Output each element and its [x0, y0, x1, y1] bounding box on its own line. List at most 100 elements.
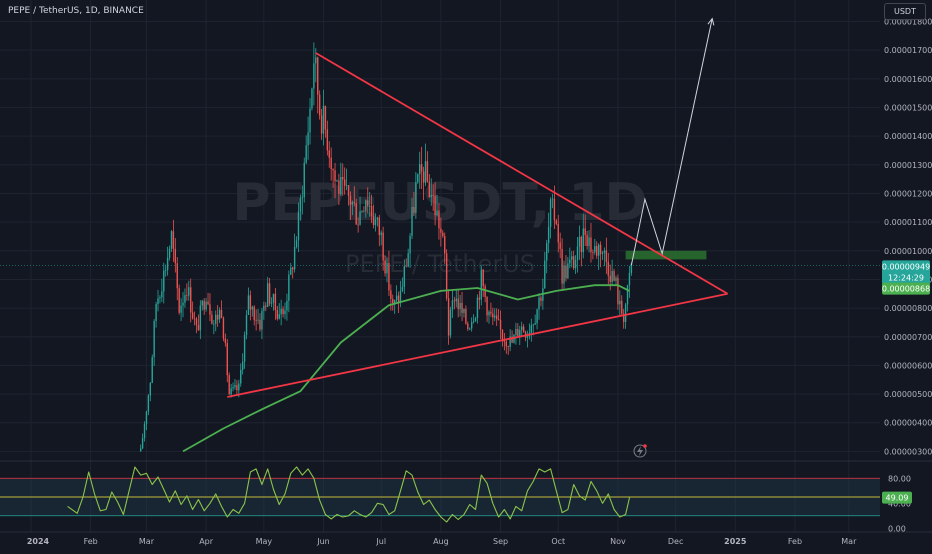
- time-tick-label: Oct: [551, 537, 565, 546]
- price-tick-label: 0.00001400: [884, 132, 932, 141]
- candle-body: [236, 385, 238, 391]
- candle-body: [596, 246, 598, 256]
- candle-body: [586, 235, 588, 247]
- candle-body: [395, 295, 398, 300]
- candle-body: [170, 231, 173, 249]
- price-tick-label: 0.00000300: [884, 447, 932, 456]
- currency-button[interactable]: USDT: [884, 3, 926, 20]
- flash-icon-ring: [633, 444, 647, 458]
- candle-body: [565, 265, 567, 279]
- candle-body: [255, 320, 257, 321]
- candle-body: [139, 448, 142, 452]
- candle-body: [309, 108, 311, 133]
- candle-body: [415, 182, 417, 213]
- candle-body: [624, 304, 627, 322]
- candle-body: [588, 237, 590, 247]
- candle-body: [546, 243, 548, 261]
- candle-body: [413, 206, 415, 213]
- candle-body: [594, 246, 596, 253]
- candle-body: [374, 219, 377, 226]
- time-tick-label: Nov: [610, 537, 626, 546]
- candle-body: [509, 336, 511, 348]
- candle-body: [467, 323, 469, 329]
- price-tick-label: 0.00001300: [884, 161, 932, 170]
- candle-body: [488, 311, 490, 316]
- candle-body: [266, 283, 269, 307]
- price-tick-label: 0.00000700: [884, 333, 932, 342]
- candle-body: [326, 129, 329, 151]
- candle-body: [342, 177, 344, 180]
- candle-body: [220, 309, 223, 318]
- candle-body: [359, 211, 361, 225]
- price-tick-label: 0.00000500: [884, 390, 932, 399]
- candle-body: [447, 298, 450, 336]
- candle-body: [557, 223, 559, 243]
- candle-body: [174, 248, 177, 264]
- candle-body: [268, 283, 271, 304]
- candle-body: [549, 199, 552, 227]
- oscillator-tick-label: 40.00: [888, 499, 911, 508]
- candle-body: [278, 314, 280, 319]
- oscillator-value-badge: [882, 491, 912, 504]
- candle-body: [166, 257, 169, 270]
- candle-body: [222, 317, 225, 339]
- countdown-label: 12:24:29: [888, 273, 924, 282]
- candle-body: [386, 263, 388, 274]
- candle-body: [186, 295, 188, 296]
- candle-body: [286, 300, 288, 311]
- candle-body: [203, 300, 205, 310]
- candle-body: [247, 295, 250, 316]
- candle-body: [424, 161, 427, 183]
- candle-body: [347, 185, 350, 196]
- time-tick-label: Feb: [788, 537, 802, 546]
- candle-body: [428, 181, 431, 198]
- candle-body: [293, 246, 296, 270]
- candle-body: [251, 306, 253, 310]
- candle-body: [163, 270, 165, 292]
- candle-body: [301, 197, 304, 199]
- candle-body: [157, 298, 159, 305]
- candle-body: [338, 180, 340, 195]
- candle-body: [232, 387, 234, 389]
- candle-body: [399, 290, 402, 303]
- candle-body: [469, 328, 471, 330]
- candle-body: [555, 220, 558, 224]
- candle-body: [451, 300, 454, 310]
- candle-body: [551, 198, 554, 200]
- flash-icon: [633, 444, 647, 458]
- candle-body: [455, 298, 457, 302]
- candle-body: [159, 297, 161, 299]
- candle-body: [517, 329, 519, 337]
- candle-body: [559, 242, 561, 249]
- candle-body: [393, 299, 396, 304]
- candle-body: [561, 248, 563, 284]
- candle-body: [463, 308, 465, 313]
- price-tick-label: 0.00001000: [884, 247, 932, 256]
- candle-body: [353, 202, 355, 204]
- candle-body: [613, 271, 615, 281]
- candle-body: [453, 300, 456, 302]
- candle-body: [540, 297, 542, 301]
- candle-body: [499, 320, 502, 330]
- candle-body: [478, 297, 481, 300]
- candle-body: [147, 395, 150, 412]
- candle-body: [461, 302, 463, 313]
- candle-body: [578, 236, 581, 247]
- candle-body: [276, 310, 279, 319]
- candle-body: [161, 291, 163, 298]
- candle-body: [238, 383, 240, 391]
- triangle-lower-line: [227, 292, 728, 398]
- candle-body: [355, 203, 357, 225]
- candle-body: [182, 302, 184, 306]
- candle-body: [378, 217, 380, 236]
- candle-body: [420, 164, 423, 172]
- candle-body: [234, 385, 236, 388]
- time-tick-label: Apr: [199, 537, 214, 546]
- projection-arrow-head: [707, 17, 715, 26]
- candle-body: [288, 274, 290, 301]
- time-tick-label: 2024: [27, 537, 50, 546]
- candle-body: [434, 195, 436, 216]
- candle-body: [494, 315, 496, 318]
- candle-body: [284, 310, 286, 315]
